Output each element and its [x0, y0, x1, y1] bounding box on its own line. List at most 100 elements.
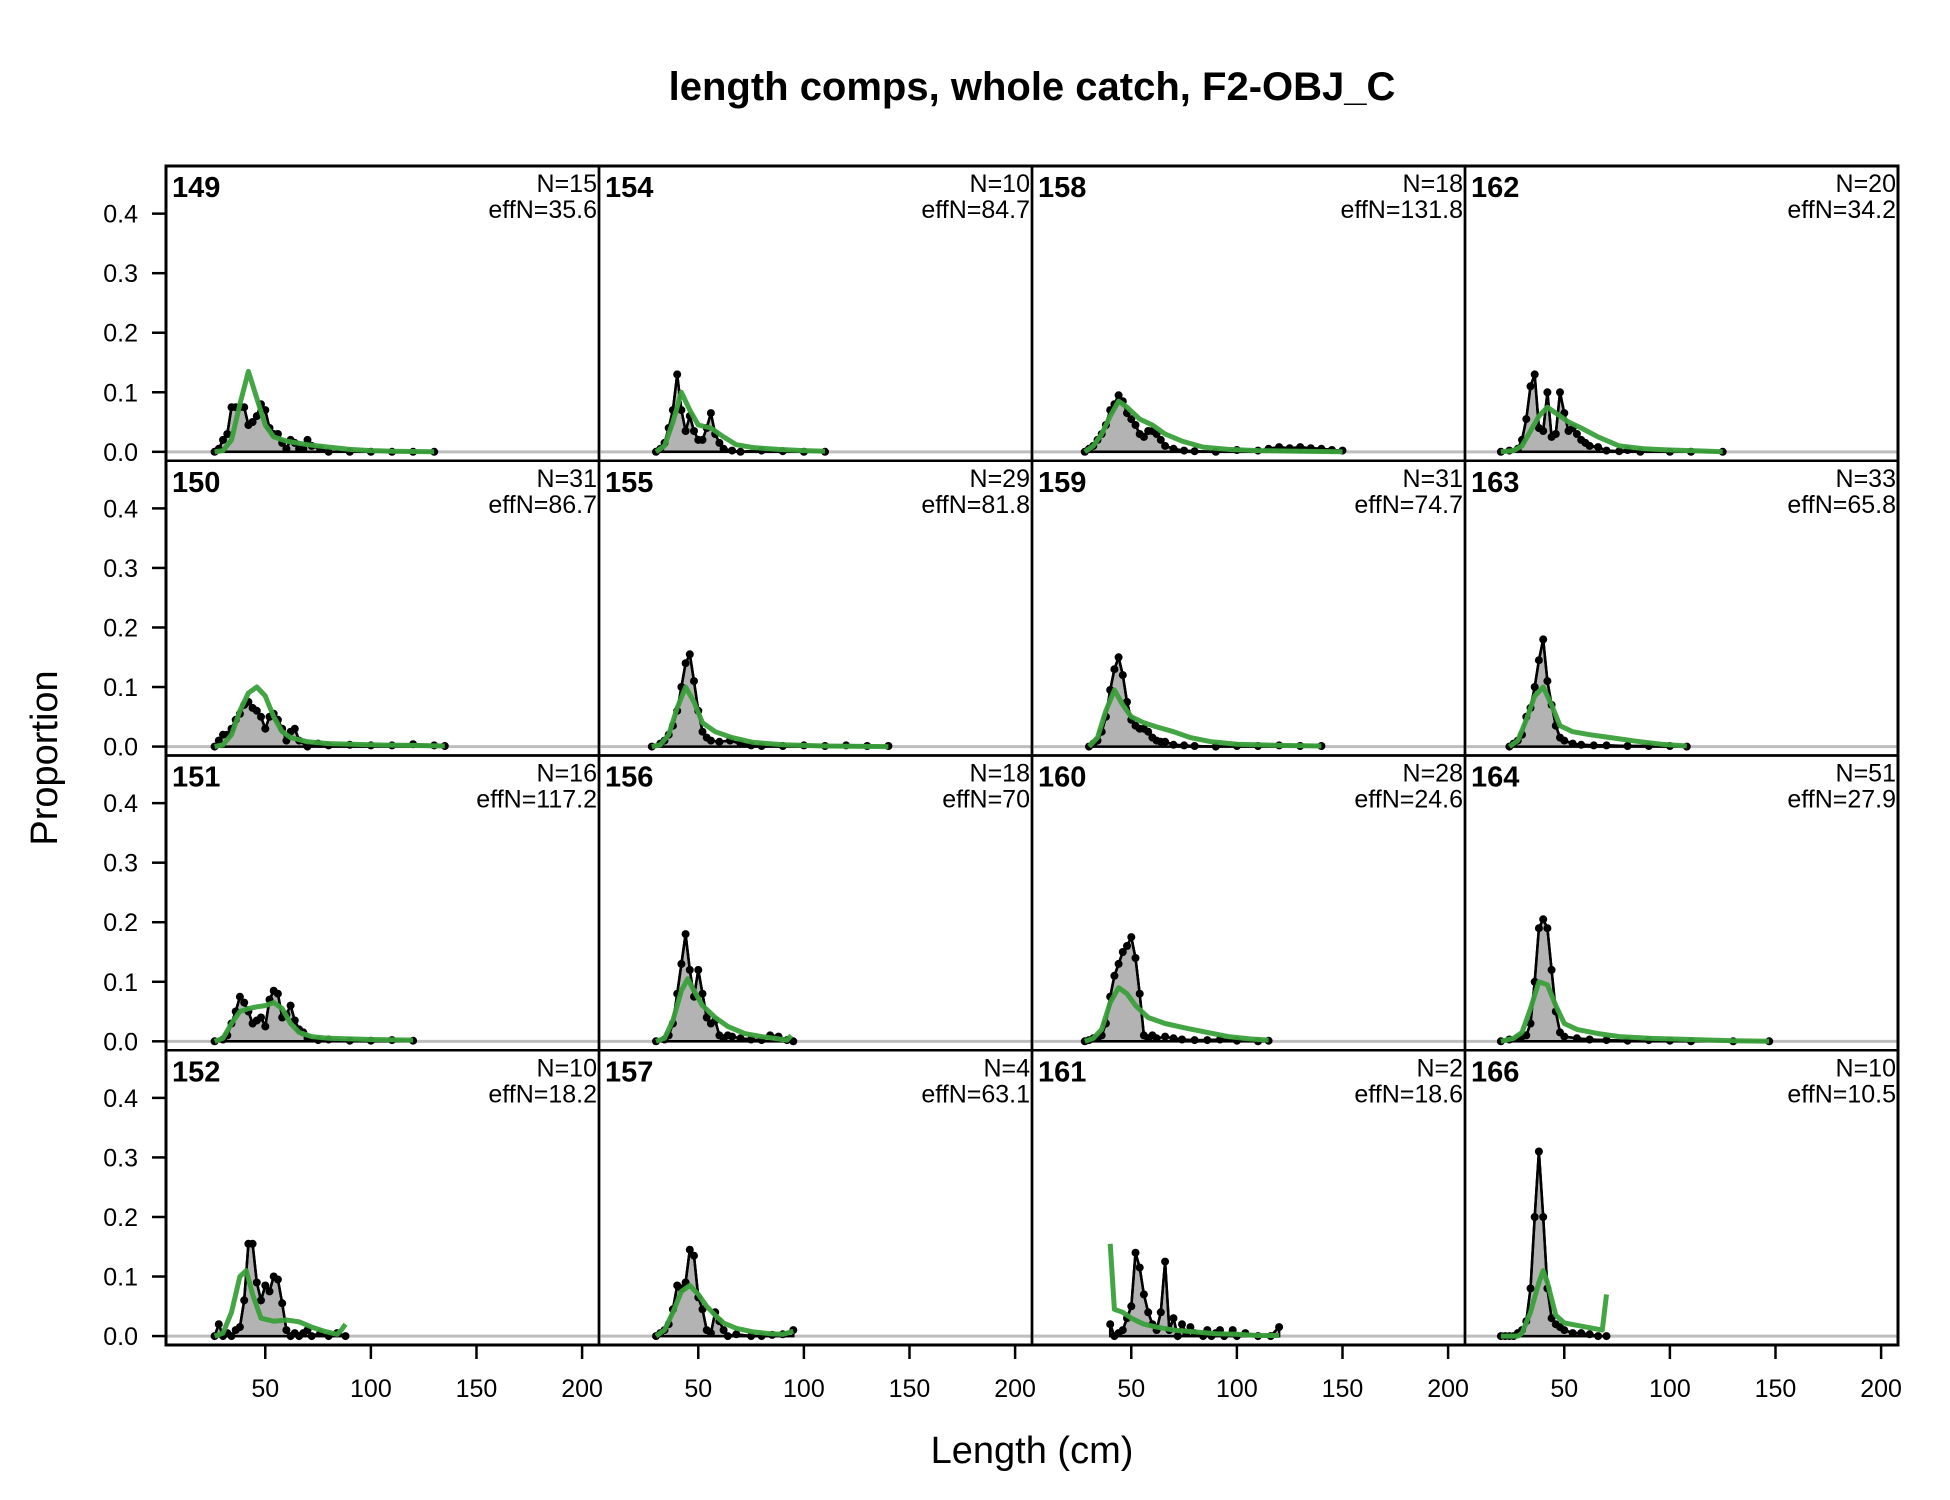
observed-point — [278, 1299, 287, 1308]
x-tick-label: 150 — [1755, 1375, 1797, 1403]
panel-label: 149 — [172, 172, 220, 204]
observed-point — [1568, 1329, 1577, 1338]
observed-point — [273, 989, 282, 998]
observed-point — [1169, 1034, 1178, 1043]
expected-line — [651, 684, 889, 750]
observed-point — [257, 1296, 265, 1305]
panel-effn-label: effN=81.8 — [921, 491, 1030, 519]
observed-point — [1190, 447, 1199, 456]
expected-line — [214, 684, 445, 750]
observed-point — [1161, 441, 1170, 450]
observed-point — [307, 1332, 316, 1341]
observed-point — [282, 444, 291, 453]
observed-point — [257, 1013, 265, 1022]
x-tick-label: 200 — [994, 1375, 1036, 1403]
observed-point — [1127, 933, 1136, 942]
expected-line — [213, 1000, 414, 1044]
y-tick-label: 0.2 — [103, 1204, 138, 1232]
observed-point — [1118, 671, 1127, 680]
panel-effn-label: effN=84.7 — [921, 196, 1030, 224]
observed-point — [1110, 971, 1119, 980]
x-tick-label: 200 — [1427, 1375, 1469, 1403]
observed-point — [1522, 1031, 1531, 1040]
observed-point — [1539, 427, 1548, 435]
expected-line — [1500, 404, 1723, 455]
observed-point — [715, 737, 724, 746]
chart-title: length comps, whole catch, F2-OBJ_C — [669, 65, 1396, 109]
observed-point — [282, 1326, 291, 1335]
observed-point — [1127, 1302, 1136, 1311]
observed-point — [1161, 1257, 1170, 1266]
panel-label: 163 — [1471, 467, 1519, 499]
observed-point — [214, 736, 223, 745]
y-tick-label: 0.3 — [103, 260, 138, 288]
observed-point — [1585, 1035, 1594, 1044]
panel-label: 162 — [1471, 172, 1519, 204]
observed-point — [341, 1332, 350, 1341]
expected-line — [1500, 979, 1770, 1044]
observed-point — [219, 435, 227, 444]
observed-point — [1139, 432, 1148, 441]
observed-point — [698, 435, 707, 444]
panel-n-label: N=29 — [970, 465, 1030, 493]
observed-point — [677, 959, 686, 968]
x-tick-label: 50 — [251, 1375, 279, 1403]
panel-n-label: N=31 — [1403, 465, 1463, 493]
observed-point — [235, 1323, 244, 1332]
panel-effn-label: effN=24.6 — [1354, 786, 1463, 814]
observed-point — [1556, 388, 1564, 397]
panel-n-label: N=10 — [1836, 1054, 1896, 1082]
panel-effn-label: effN=70 — [942, 786, 1030, 814]
observed-point — [1539, 635, 1548, 644]
observed-point — [1203, 1036, 1212, 1045]
observed-point — [1152, 1034, 1161, 1043]
observed-point — [715, 438, 724, 447]
observed-point — [273, 1275, 282, 1284]
expected-line — [1507, 684, 1687, 749]
panel-label: 151 — [172, 762, 220, 794]
observed-point — [1127, 415, 1136, 424]
observed-point — [736, 447, 745, 456]
x-tick-label: 200 — [1860, 1375, 1902, 1403]
panel-label: 166 — [1471, 1056, 1519, 1088]
expected-line — [214, 368, 435, 455]
panel-label: 159 — [1038, 467, 1086, 499]
observed-point — [257, 712, 265, 721]
panel-n-label: N=18 — [1403, 170, 1463, 198]
observed-point — [690, 427, 698, 435]
observed-point — [681, 427, 690, 435]
expected-line — [1083, 985, 1269, 1044]
observed-point — [1547, 965, 1556, 974]
observed-point — [1530, 683, 1539, 691]
y-tick-label: 0.1 — [103, 1264, 138, 1292]
observed-point — [1131, 1248, 1140, 1257]
y-tick-label: 0.4 — [103, 201, 138, 229]
observed-point — [1572, 430, 1581, 438]
observed-point — [1139, 1290, 1148, 1299]
panel-label: 157 — [605, 1056, 653, 1088]
observed-point — [1161, 737, 1170, 746]
x-tick-label: 200 — [561, 1375, 603, 1403]
observed-point — [1560, 1326, 1569, 1335]
observed-point — [1161, 1032, 1170, 1041]
panel-n-label: N=16 — [537, 760, 597, 788]
observed-point — [1190, 1036, 1199, 1045]
x-tick-label: 150 — [456, 1375, 498, 1403]
observed-point — [1275, 1323, 1284, 1332]
x-tick-label: 100 — [1216, 1375, 1258, 1403]
observed-point — [1594, 1332, 1603, 1341]
observed-point — [1131, 954, 1140, 962]
y-tick-label: 0.2 — [103, 909, 138, 937]
observed-point — [1585, 441, 1594, 450]
observed-point — [1180, 446, 1189, 455]
observed-point — [1526, 382, 1535, 391]
observed-point — [681, 659, 690, 668]
y-axis-label: Proportion — [24, 670, 66, 845]
observed-point — [732, 1330, 741, 1339]
y-tick-label: 0.4 — [103, 790, 138, 818]
observed-point — [261, 1022, 270, 1031]
panel-effn-label: effN=34.2 — [1787, 196, 1896, 224]
